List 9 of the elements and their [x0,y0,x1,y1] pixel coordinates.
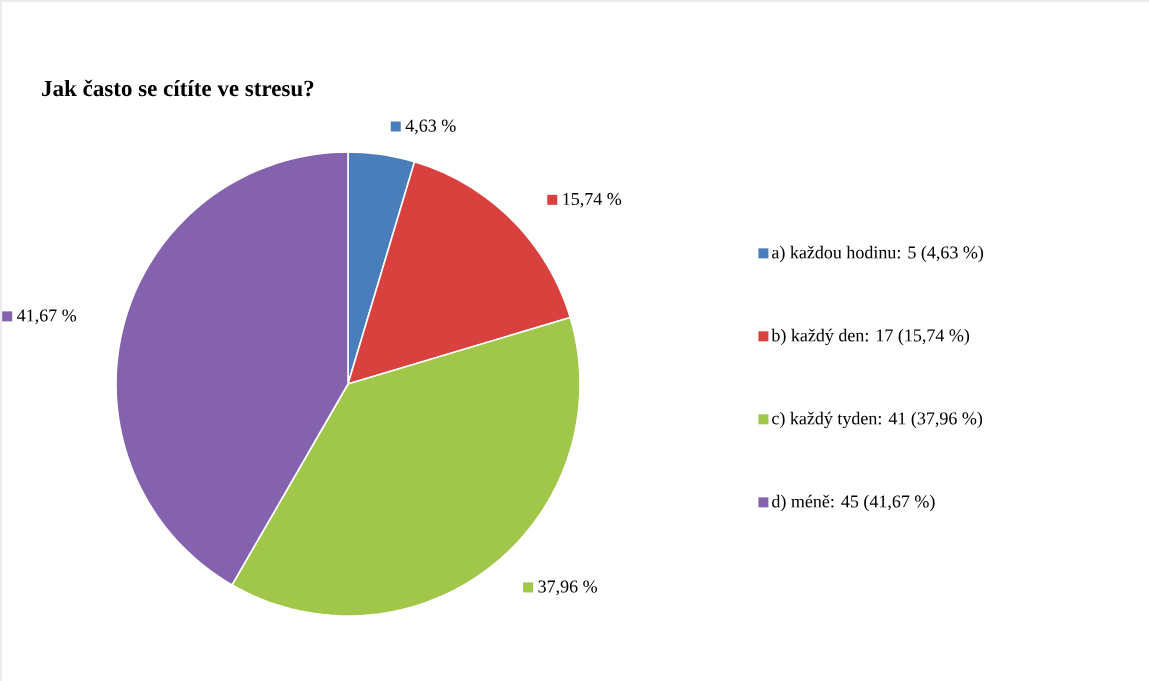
data-label: 37,96 % [538,580,598,596]
data-label: 4,63 % [405,119,456,135]
data-label: 15,74 % [563,192,622,208]
legend-label: c) každý tyden: 41 (37,96 %) [772,411,983,429]
chart-title: Jak často se cítíte ve stresu? [42,79,314,97]
legend-label: d) méně: 45 (41,67 %) [772,494,935,512]
data-label: 41,67 % [17,309,77,325]
legend-label: b) každý den: 17 (15,74 %) [771,328,970,346]
legend-label: a) každou hodinu: 5 (4,63 %) [772,245,984,263]
